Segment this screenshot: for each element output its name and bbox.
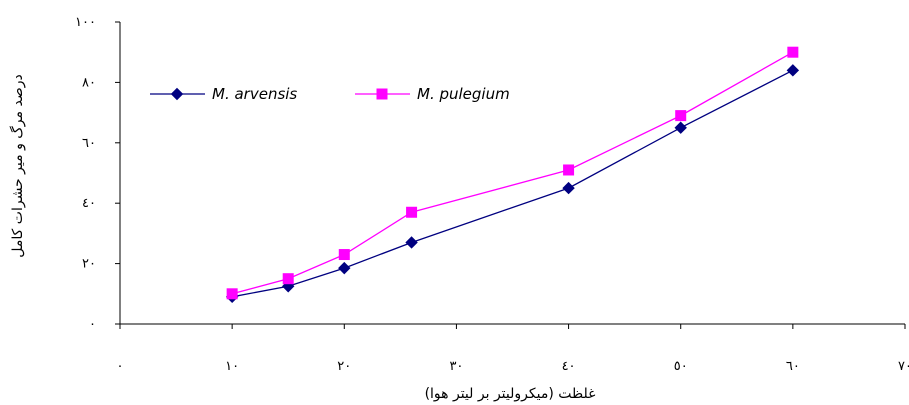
x-tick-label: ٣٠ (449, 359, 463, 374)
series-line (231, 51, 794, 295)
x-tick-label: ١٠ (225, 359, 239, 374)
y-tick-label: ٠ (89, 317, 96, 332)
x-tick-label: ٤٠ (562, 359, 576, 374)
data-point (338, 249, 350, 261)
legend-marker (376, 88, 388, 100)
series-line (232, 69, 794, 298)
x-tick-label: ٥٠ (674, 359, 688, 374)
y-tick-label: ١٠٠ (75, 15, 96, 30)
legend-item: M. pulegium (355, 85, 510, 103)
y-tick-label: ٢٠ (82, 257, 96, 272)
x-axis-title: غلظت (میکرولیتر بر لیتر هوا) (425, 386, 596, 402)
data-point (405, 236, 418, 249)
data-point (338, 261, 351, 275)
legend-label: M. arvensis (212, 85, 297, 103)
data-point (786, 64, 800, 77)
x-tick-label: ٢٠ (337, 359, 351, 374)
data-point (226, 288, 238, 300)
y-tick-label: ٤٠ (82, 196, 96, 211)
y-axis-title: درصد مرگ و میر حشرات کامل (8, 74, 26, 257)
y-tick-label: ٦٠ (82, 136, 96, 151)
series-1 (226, 46, 799, 300)
y-tick-label: ٨٠ (82, 75, 96, 90)
data-point (675, 110, 687, 122)
legend: M. arvensis M. pulegium (150, 85, 510, 103)
data-point (562, 181, 575, 195)
data-point (563, 164, 575, 176)
x-tick-label: ٠ (117, 359, 124, 374)
x-tick-label: ٦٠ (786, 359, 800, 374)
legend-item: M. arvensis (150, 85, 297, 103)
data-point (282, 273, 294, 285)
axes: ٠ ٢٠ ٤٠ ٦٠ ٨٠ ١٠٠ ٠ ١٠ ٢٠ ٣٠ ٤٠ ٥٠ ٦٠ ٧٠ (75, 15, 909, 374)
legend-marker (170, 87, 184, 101)
series-0 (225, 64, 800, 304)
series-layer (225, 46, 800, 304)
data-point (674, 121, 687, 134)
data-point (787, 46, 799, 58)
x-tick-label: ٧٠ (898, 359, 909, 374)
data-point (406, 206, 418, 218)
legend-label: M. pulegium (417, 85, 510, 103)
